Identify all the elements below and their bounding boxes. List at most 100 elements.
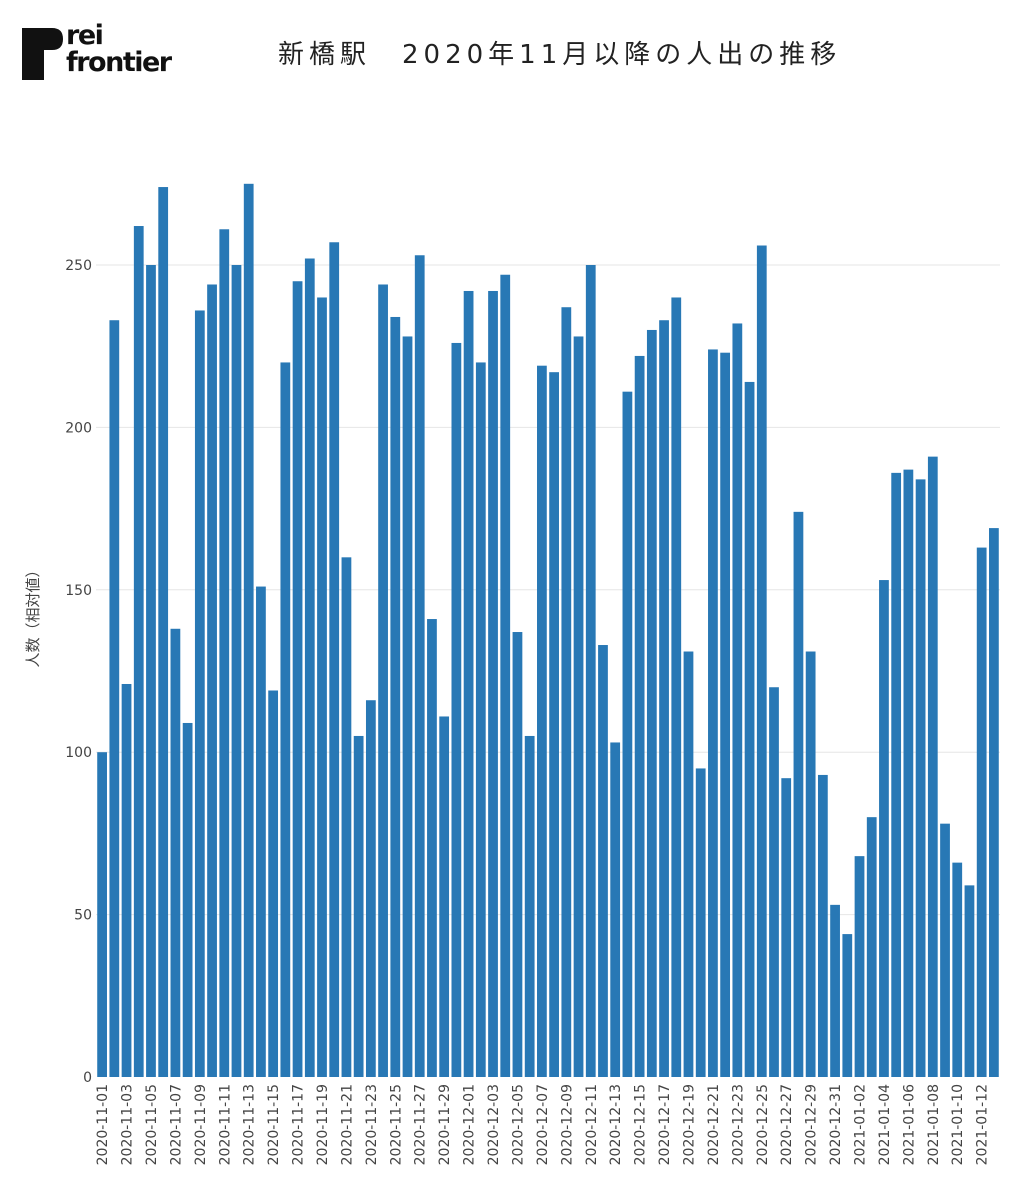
bar-2021-01-13 [989,528,999,1077]
x-tick-label: 2020-11-07 [168,1084,184,1165]
x-axis-ticks: 2020-11-01 2020-11-03 2020-11-05 2020-11-07… [95,1084,991,1165]
x-tick-label: 2021-01-06 [901,1084,917,1165]
x-tick-label: 2020-12-07 [535,1084,551,1165]
bar-2020-12-12 [598,645,608,1077]
bar-2020-12-29 [805,651,816,1077]
bar-2020-11-03 [121,683,132,1077]
x-tick-label: 2020-12-01 [462,1084,478,1165]
x-tick-label: 2020-12-13 [608,1084,624,1165]
bar-2020-11-10 [207,284,217,1077]
bar-2020-12-13 [610,742,621,1077]
x-tick-label: 2021-01-12 [975,1084,991,1165]
bar-2020-11-20 [329,242,340,1077]
bar-2020-12-03 [488,290,498,1078]
x-tick-label: 2020-11-19 [315,1084,331,1165]
bar-2020-11-15 [268,690,279,1077]
bar-2021-01-11 [964,885,975,1077]
x-tick-label: 2021-01-08 [926,1084,942,1165]
x-tick-label: 2020-12-29 [804,1084,820,1165]
bar-2020-11-16 [280,362,291,1077]
x-tick-label: 2020-11-23 [364,1084,380,1165]
bar-2020-12-02 [475,362,486,1077]
bar-2020-11-19 [317,297,327,1078]
bar-2020-12-28 [793,511,804,1078]
x-tick-label: 2020-11-05 [144,1084,160,1165]
bar-2020-12-23 [732,323,743,1078]
bar-2020-11-24 [378,284,388,1077]
x-tick-label: 2021-01-02 [853,1084,869,1165]
x-tick-label: 2021-01-04 [877,1084,893,1165]
x-tick-label: 2020-12-19 [681,1084,697,1165]
bar-2020-12-15 [634,355,645,1077]
x-tick-label: 2021-01-10 [950,1084,966,1165]
bar-2020-12-14 [622,391,633,1077]
bar-2020-11-07 [170,628,181,1077]
bar-2021-01-07 [915,479,926,1077]
bar-2020-12-01 [463,290,474,1078]
bar-2020-11-27 [414,255,425,1077]
x-tick-label: 2020-12-11 [584,1084,600,1165]
bar-2020-11-28 [427,619,437,1077]
bar-2020-11-06 [158,187,169,1078]
x-tick-label: 2020-11-15 [266,1084,282,1165]
bar-2021-01-08 [927,456,938,1077]
bar-2020-12-18 [671,297,682,1078]
bar-2020-11-01 [97,752,107,1077]
bar-2020-11-09 [194,310,205,1078]
y-tick-label: 100 [65,745,92,761]
x-tick-label: 2020-11-21 [339,1084,355,1165]
x-tick-label: 2020-11-13 [242,1084,258,1165]
x-tick-label: 2020-12-23 [730,1084,746,1165]
bar-2021-01-02 [854,856,865,1077]
bar-2020-11-29 [439,716,450,1077]
logo-mark-icon [22,28,63,80]
x-tick-label: 2020-12-15 [633,1084,649,1165]
x-tick-label: 2020-11-09 [193,1084,209,1165]
bar-2020-11-04 [133,226,144,1077]
bar-2021-01-06 [903,469,914,1077]
bar-2021-01-09 [940,823,950,1077]
bar-2020-12-17 [659,320,669,1078]
bar-2020-12-24 [744,381,755,1077]
x-tick-label: 2020-12-17 [657,1084,673,1165]
bar-2020-12-21 [708,349,718,1077]
x-tick-label: 2020-12-27 [779,1084,795,1165]
bar-2021-01-10 [952,862,963,1077]
bar-2020-11-22 [353,735,364,1077]
y-tick-label: 150 [65,583,92,599]
bar-2020-11-25 [390,316,401,1078]
bar-2020-12-04 [500,274,511,1077]
bar-2020-12-20 [695,768,706,1077]
bar-2020-11-11 [219,229,230,1077]
x-tick-label: 2020-11-29 [437,1084,453,1165]
y-tick-label: 0 [83,1070,92,1086]
bar-2021-01-01 [842,934,853,1077]
y-tick-label: 200 [65,420,92,436]
brand-line-1: rei [66,20,104,51]
bar-2020-11-14 [256,586,266,1077]
y-tick-label: 250 [65,258,92,274]
y-axis-ticks: 0 50 100 150 200 250 [65,258,92,1086]
x-tick-label: 2020-12-21 [706,1084,722,1165]
bar-2020-12-16 [646,329,657,1078]
bar-2020-11-12 [231,265,242,1077]
x-tick-label: 2020-11-27 [413,1084,429,1165]
x-tick-label: 2020-12-25 [755,1084,771,1165]
bar-2020-12-30 [817,774,828,1077]
bar-2020-12-08 [549,372,559,1077]
bar-2020-12-19 [683,651,694,1077]
x-tick-label: 2020-11-25 [388,1084,404,1165]
bar-2020-12-10 [573,336,584,1078]
bar-2020-12-09 [561,307,572,1078]
bar-2020-11-13 [243,183,254,1078]
bar-2020-12-31 [830,904,840,1077]
bar-2020-12-27 [781,778,792,1077]
bar-2020-12-26 [769,687,779,1077]
x-tick-label: 2020-12-03 [486,1084,502,1165]
bar-2021-01-03 [866,817,877,1077]
bar-2020-11-02 [109,320,120,1078]
bar-2021-01-04 [879,580,889,1077]
bar-2020-12-07 [537,365,547,1077]
bar-2020-11-17 [292,281,303,1077]
